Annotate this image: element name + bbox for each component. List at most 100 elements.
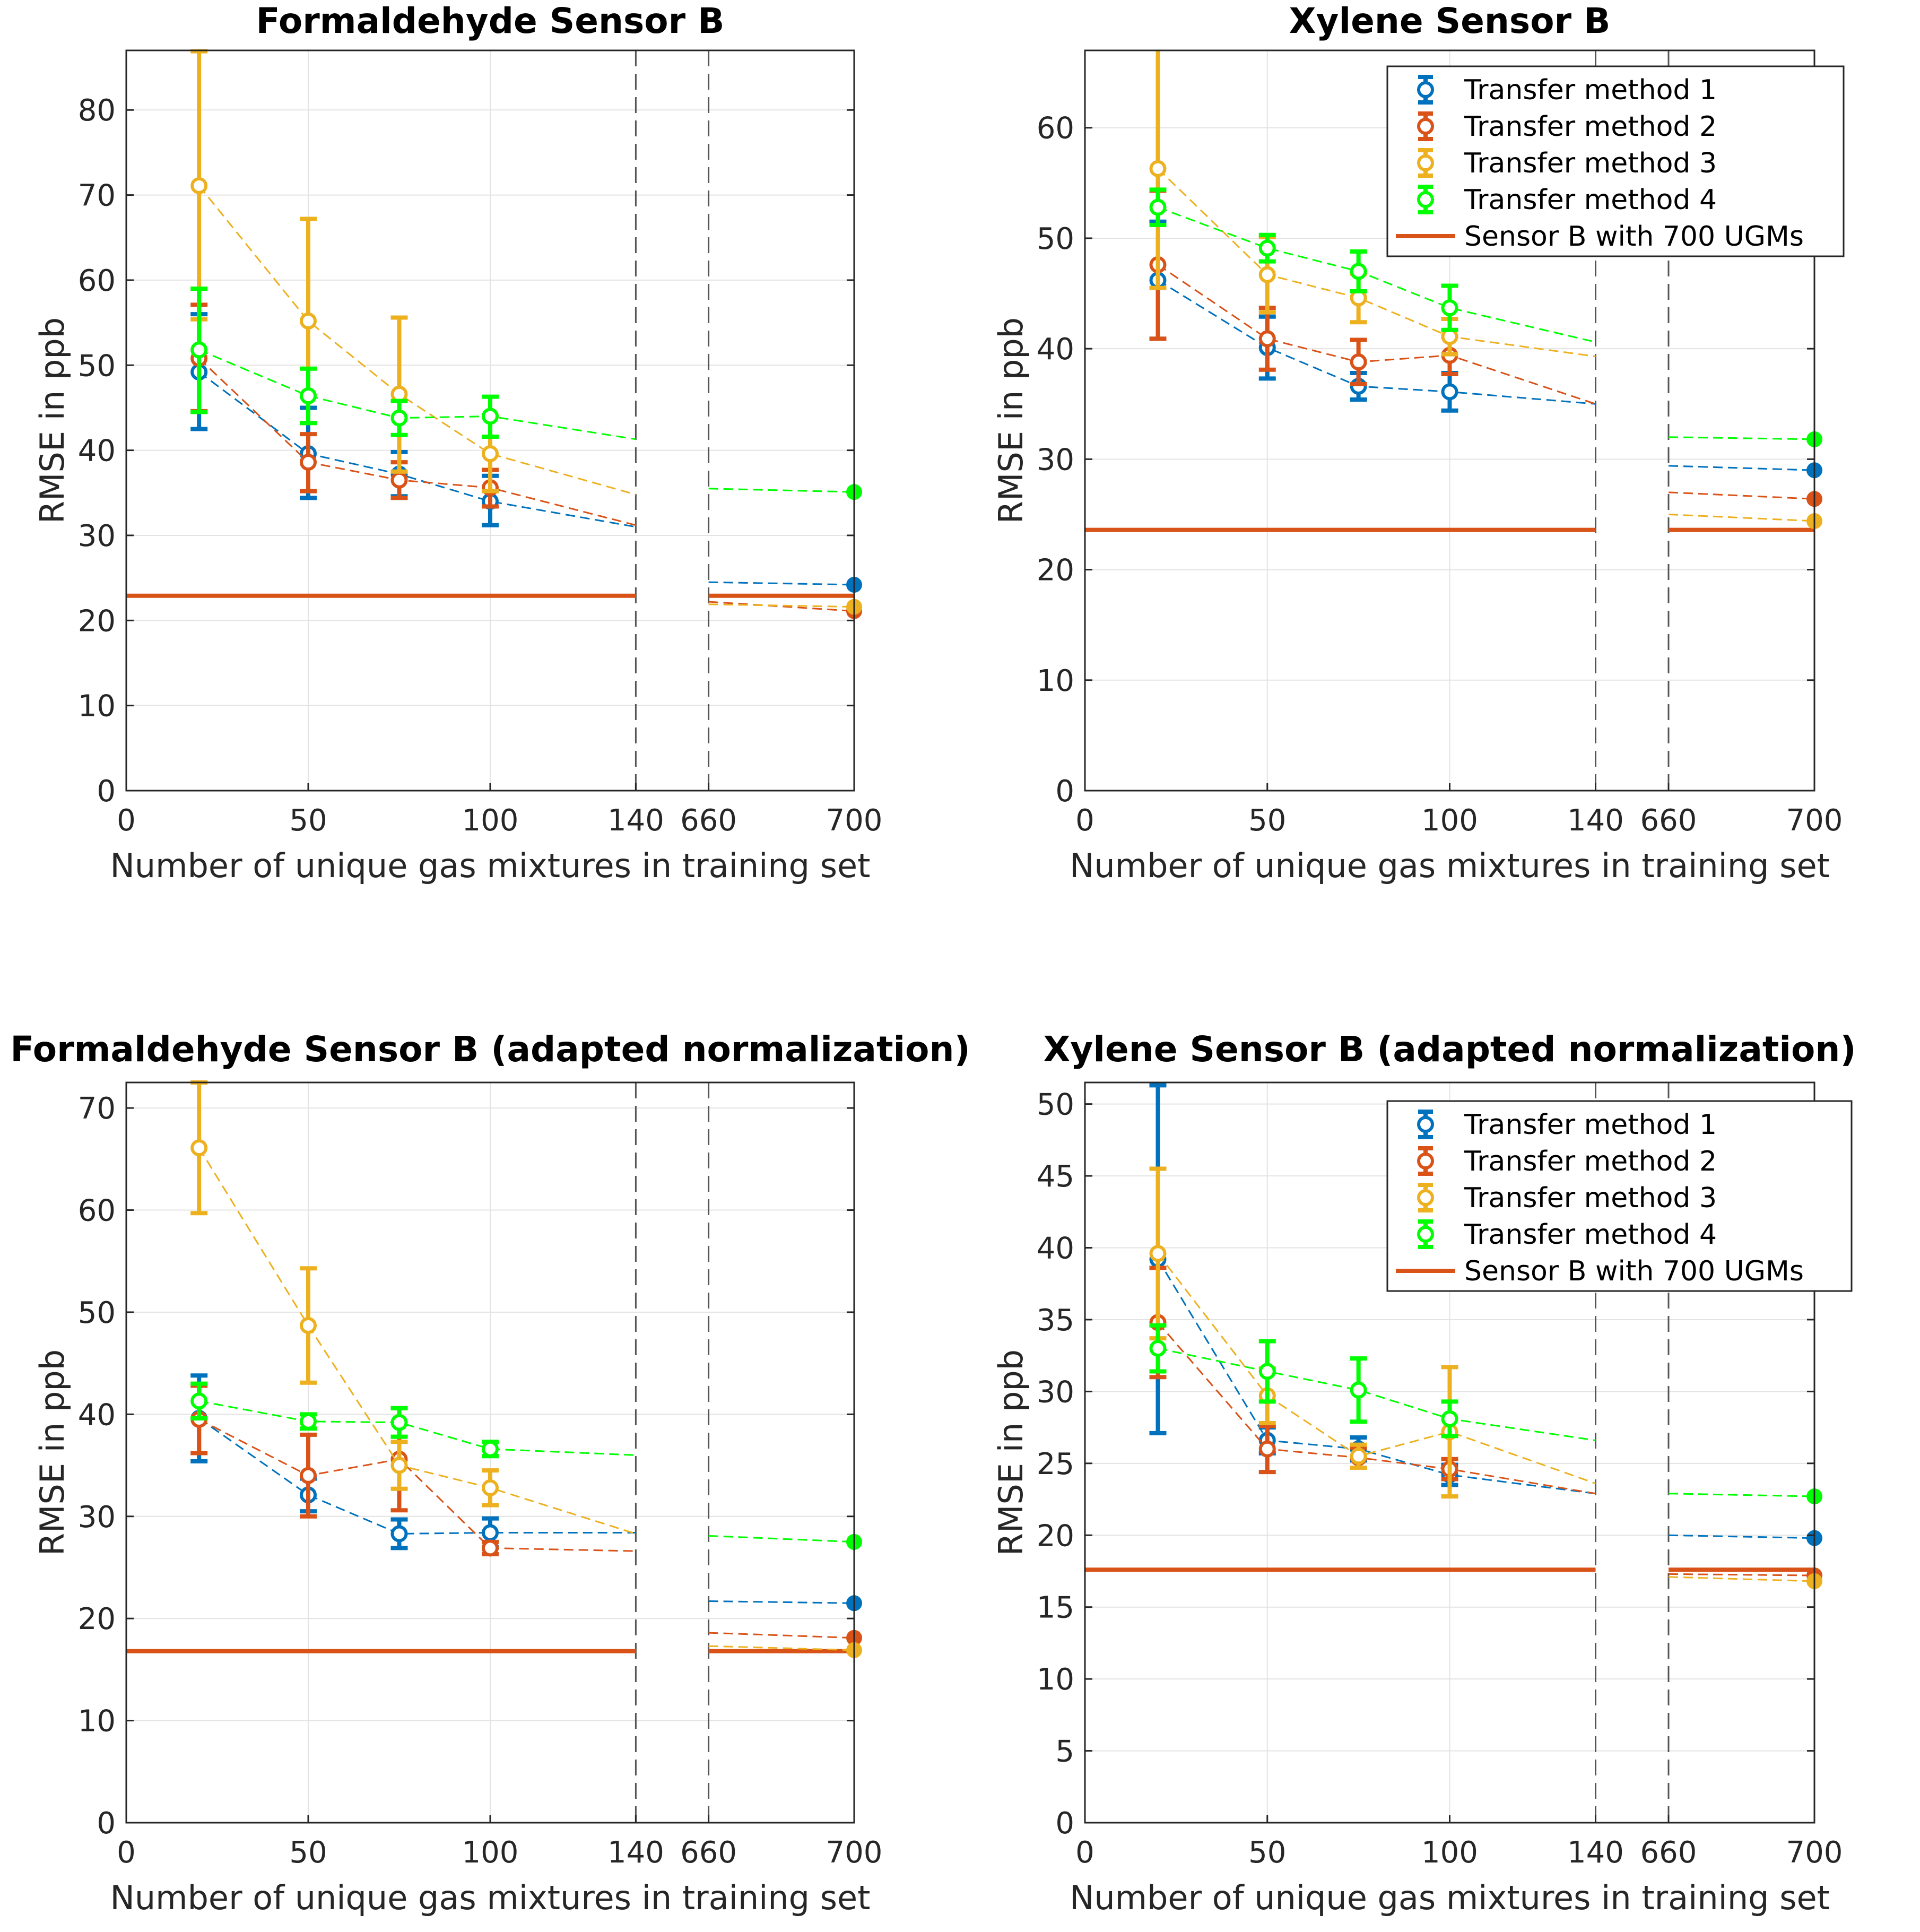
- y-tick-label: 30: [1037, 1375, 1074, 1409]
- legend-entry: Sensor B with 700 UGMs: [1464, 221, 1804, 253]
- y-tick-label: 10: [1037, 1662, 1074, 1697]
- series-trend-line: [1668, 465, 1815, 471]
- x-tick-label: 140: [1567, 1835, 1624, 1870]
- data-point: [482, 408, 499, 425]
- y-tick-label: 80: [78, 93, 116, 128]
- data-point: [300, 1467, 317, 1484]
- data-point: [1350, 1448, 1367, 1465]
- chart-title: Xylene Sensor B (adapted normalization): [1043, 1029, 1856, 1070]
- data-point: [482, 1539, 499, 1557]
- x-tick-label: 50: [1248, 803, 1286, 838]
- x-tick-label: 700: [1786, 803, 1843, 838]
- data-point: [1441, 1410, 1458, 1427]
- legend-box: [1386, 65, 1845, 257]
- data-point: [300, 1316, 317, 1334]
- data-point: [190, 1139, 208, 1157]
- legend-entry: Transfer method 1: [1464, 1109, 1717, 1141]
- y-tick-label: 70: [78, 179, 116, 213]
- legend-box: [1386, 1100, 1853, 1292]
- legend-entry: Sensor B with 700 UGMs: [1464, 1255, 1804, 1287]
- data-point: [1350, 263, 1367, 280]
- data-point: [1350, 1381, 1367, 1399]
- series-trend-line: [1668, 1573, 1815, 1576]
- data-point: [1258, 266, 1276, 283]
- data-point: [390, 1525, 408, 1543]
- series-trend-line: [1668, 513, 1815, 522]
- y-tick-label: 50: [1037, 1088, 1074, 1122]
- legend-marker: [1417, 1226, 1434, 1243]
- legend-marker: [1417, 191, 1434, 208]
- data-point: [300, 387, 317, 404]
- data-point: [482, 1479, 499, 1496]
- y-tick-label: 60: [1037, 111, 1074, 146]
- x-tick-label: 660: [680, 803, 737, 838]
- y-tick-label: 60: [78, 264, 116, 298]
- y-axis-label: RMSE in ppb: [33, 317, 72, 524]
- y-tick-label: 20: [78, 604, 116, 638]
- y-tick-label: 45: [1037, 1159, 1074, 1194]
- panel-1: 0 10 20 30 40 50 60 70 80 0 50 100 140 660 700 Formalde…: [33, 1, 882, 885]
- data-point: [190, 341, 208, 359]
- y-tick-label: 0: [1055, 1806, 1074, 1841]
- y-tick-label: 30: [78, 519, 116, 553]
- x-tick-label: 700: [826, 803, 883, 838]
- x-axis-label: Number of unique gas mixtures in trainin…: [110, 1878, 871, 1917]
- y-tick-label: 5: [1055, 1735, 1074, 1769]
- x-tick-label: 140: [607, 1835, 664, 1870]
- data-point: [390, 1414, 408, 1431]
- series-trend-line: [708, 603, 855, 608]
- series-trend-line: [708, 601, 855, 612]
- y-tick-label: 0: [1055, 774, 1074, 809]
- x-tick-label: 660: [1640, 1835, 1697, 1870]
- y-tick-label: 10: [78, 689, 116, 724]
- y-tick-label: 20: [1037, 553, 1074, 588]
- series-trend-line: [1668, 491, 1815, 500]
- x-tick-label: 660: [1640, 803, 1697, 838]
- legend-entry: Transfer method 2: [1464, 111, 1717, 143]
- y-tick-label: 25: [1037, 1447, 1074, 1482]
- legend-entry: Transfer method 3: [1464, 1182, 1717, 1214]
- x-tick-label: 100: [1421, 1835, 1478, 1870]
- x-tick-label: 0: [117, 1835, 136, 1870]
- series-trend-line: [1668, 436, 1815, 440]
- x-tick-label: 50: [1248, 1835, 1286, 1870]
- y-tick-label: 50: [78, 1296, 116, 1330]
- data-point: [482, 1440, 499, 1458]
- data-point: [190, 1392, 208, 1410]
- series-trend-line: [708, 488, 855, 493]
- series-trend-line: [1668, 1534, 1815, 1539]
- series-trend-line: [708, 1645, 855, 1651]
- y-axis-label: RMSE in ppb: [992, 317, 1030, 524]
- x-axis-label: Number of unique gas mixtures in trainin…: [1070, 1878, 1830, 1917]
- series-trend-line: [708, 1600, 855, 1604]
- series-trend-line: [1668, 1493, 1815, 1497]
- data-point: [1258, 330, 1276, 348]
- x-axis-label: Number of unique gas mixtures in trainin…: [110, 846, 871, 885]
- y-tick-label: 0: [97, 774, 116, 809]
- y-tick-label: 50: [78, 349, 116, 383]
- y-tick-label: 20: [78, 1602, 116, 1636]
- data-point: [190, 177, 208, 194]
- x-tick-label: 140: [607, 803, 664, 838]
- x-tick-label: 0: [1075, 803, 1094, 838]
- series-trend-line: [708, 581, 855, 586]
- legend-marker: [1417, 154, 1434, 171]
- legend-marker: [1417, 118, 1434, 135]
- data-point: [1441, 383, 1458, 401]
- y-axis-label: RMSE in ppb: [33, 1349, 72, 1556]
- x-tick-label: 100: [1421, 803, 1478, 838]
- x-axis-label: Number of unique gas mixtures in trainin…: [1070, 846, 1830, 885]
- x-tick-label: 140: [1567, 803, 1624, 838]
- legend-marker: [1417, 1116, 1434, 1133]
- data-point: [482, 1524, 499, 1541]
- data-point: [1350, 353, 1367, 371]
- legend-entry: Transfer method 1: [1464, 74, 1717, 106]
- series-trend-line: [1668, 1576, 1815, 1582]
- legend-marker: [1417, 1189, 1434, 1206]
- legend-entry: Transfer method 4: [1464, 1219, 1717, 1251]
- legend-entry: Transfer method 3: [1464, 148, 1717, 179]
- chart-title: Xylene Sensor B: [1289, 1, 1611, 41]
- data-point: [1258, 1363, 1276, 1380]
